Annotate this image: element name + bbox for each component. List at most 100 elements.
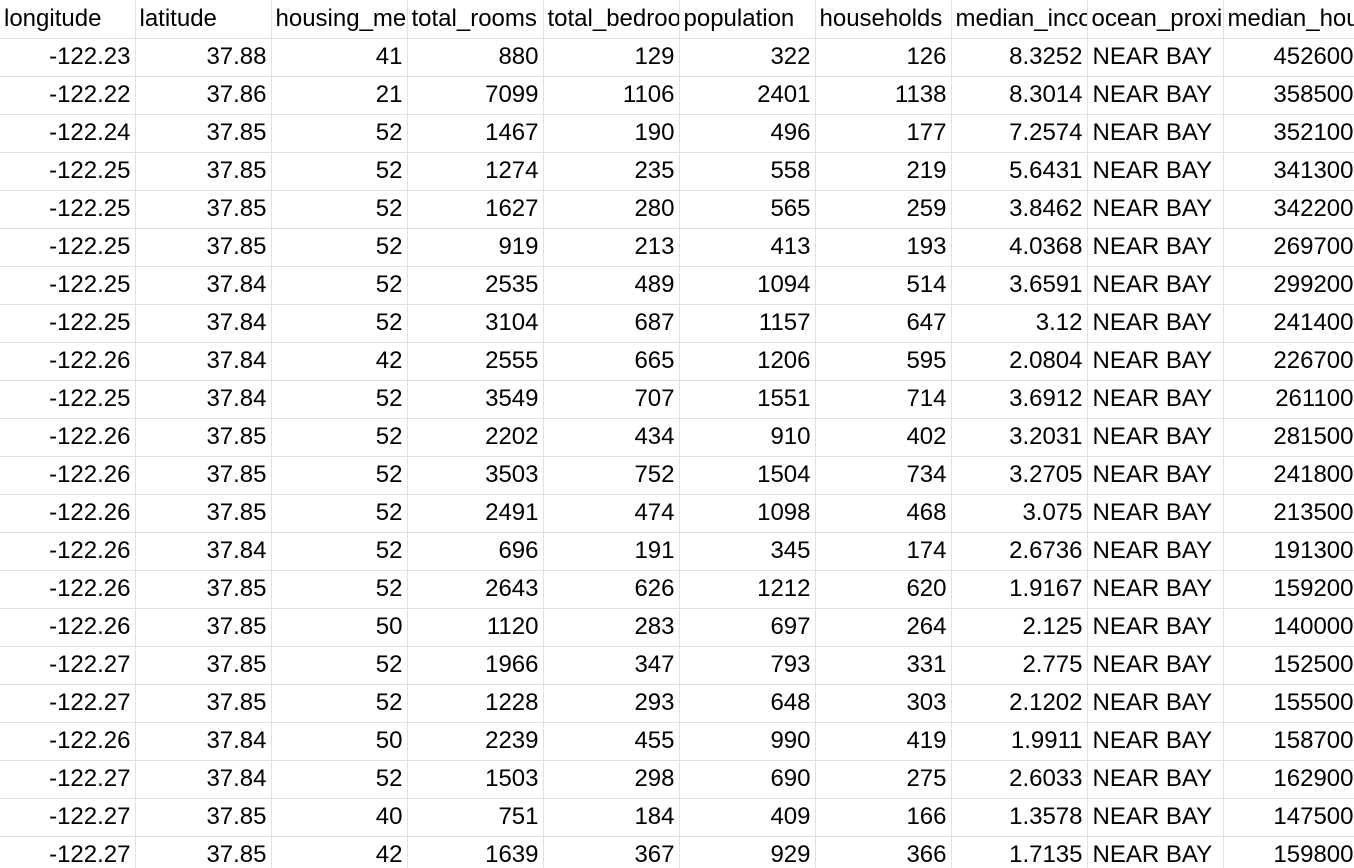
cell-population[interactable]: 648 — [679, 684, 816, 723]
cell-median-house-value[interactable]: 140000 — [1223, 608, 1354, 647]
cell-ocean-proximity[interactable]: NEAR BAY — [1087, 494, 1224, 533]
cell-ocean-proximity[interactable]: NEAR BAY — [1087, 380, 1224, 419]
cell-latitude[interactable]: 37.85 — [135, 152, 272, 191]
cell-longitude[interactable]: -122.26 — [0, 418, 136, 457]
cell-total-bedrooms[interactable]: 283 — [543, 608, 680, 647]
cell-longitude[interactable]: -122.26 — [0, 608, 136, 647]
cell-housing-median-age[interactable]: 52 — [271, 684, 408, 723]
cell-total-rooms[interactable]: 3104 — [407, 304, 544, 343]
cell-latitude[interactable]: 37.84 — [135, 342, 272, 381]
cell-latitude[interactable]: 37.84 — [135, 304, 272, 343]
cell-total-bedrooms[interactable]: 752 — [543, 456, 680, 495]
column-header-latitude[interactable]: latitude — [135, 0, 272, 39]
cell-households[interactable]: 734 — [815, 456, 952, 495]
cell-total-bedrooms[interactable]: 298 — [543, 760, 680, 799]
cell-households[interactable]: 193 — [815, 228, 952, 267]
cell-total-bedrooms[interactable]: 293 — [543, 684, 680, 723]
cell-population[interactable]: 565 — [679, 190, 816, 229]
cell-total-rooms[interactable]: 2535 — [407, 266, 544, 305]
cell-median-house-value[interactable]: 159200 — [1223, 570, 1354, 609]
cell-housing-median-age[interactable]: 42 — [271, 836, 408, 868]
cell-median-income[interactable]: 1.9167 — [951, 570, 1088, 609]
cell-total-rooms[interactable]: 1120 — [407, 608, 544, 647]
cell-total-bedrooms[interactable]: 626 — [543, 570, 680, 609]
cell-housing-median-age[interactable]: 52 — [271, 646, 408, 685]
cell-housing-median-age[interactable]: 52 — [271, 570, 408, 609]
cell-median-income[interactable]: 3.075 — [951, 494, 1088, 533]
cell-population[interactable]: 413 — [679, 228, 816, 267]
cell-population[interactable]: 690 — [679, 760, 816, 799]
cell-total-bedrooms[interactable]: 184 — [543, 798, 680, 837]
cell-total-rooms[interactable]: 2239 — [407, 722, 544, 761]
cell-population[interactable]: 496 — [679, 114, 816, 153]
cell-households[interactable]: 419 — [815, 722, 952, 761]
cell-ocean-proximity[interactable]: NEAR BAY — [1087, 646, 1224, 685]
cell-total-bedrooms[interactable]: 191 — [543, 532, 680, 571]
cell-latitude[interactable]: 37.85 — [135, 190, 272, 229]
cell-population[interactable]: 697 — [679, 608, 816, 647]
cell-total-rooms[interactable]: 880 — [407, 38, 544, 77]
cell-population[interactable]: 1098 — [679, 494, 816, 533]
cell-median-house-value[interactable]: 358500 — [1223, 76, 1354, 115]
cell-total-rooms[interactable]: 2202 — [407, 418, 544, 457]
cell-median-house-value[interactable]: 269700 — [1223, 228, 1354, 267]
cell-longitude[interactable]: -122.22 — [0, 76, 136, 115]
cell-total-bedrooms[interactable]: 474 — [543, 494, 680, 533]
cell-ocean-proximity[interactable]: NEAR BAY — [1087, 304, 1224, 343]
cell-median-house-value[interactable]: 213500 — [1223, 494, 1354, 533]
cell-median-house-value[interactable]: 281500 — [1223, 418, 1354, 457]
cell-median-house-value[interactable]: 452600 — [1223, 38, 1354, 77]
cell-households[interactable]: 177 — [815, 114, 952, 153]
cell-median-house-value[interactable]: 241800 — [1223, 456, 1354, 495]
cell-total-bedrooms[interactable]: 434 — [543, 418, 680, 457]
cell-population[interactable]: 409 — [679, 798, 816, 837]
cell-total-rooms[interactable]: 3503 — [407, 456, 544, 495]
cell-longitude[interactable]: -122.23 — [0, 38, 136, 77]
cell-longitude[interactable]: -122.25 — [0, 228, 136, 267]
cell-median-income[interactable]: 3.2031 — [951, 418, 1088, 457]
cell-total-rooms[interactable]: 1503 — [407, 760, 544, 799]
cell-median-house-value[interactable]: 155500 — [1223, 684, 1354, 723]
cell-median-income[interactable]: 3.6591 — [951, 266, 1088, 305]
cell-housing-median-age[interactable]: 52 — [271, 190, 408, 229]
cell-median-income[interactable]: 3.8462 — [951, 190, 1088, 229]
cell-housing-median-age[interactable]: 52 — [271, 456, 408, 495]
cell-households[interactable]: 275 — [815, 760, 952, 799]
cell-households[interactable]: 264 — [815, 608, 952, 647]
cell-total-rooms[interactable]: 919 — [407, 228, 544, 267]
cell-longitude[interactable]: -122.27 — [0, 646, 136, 685]
cell-housing-median-age[interactable]: 52 — [271, 380, 408, 419]
cell-housing-median-age[interactable]: 42 — [271, 342, 408, 381]
column-header-ocean-proximity[interactable]: ocean_proximity — [1087, 0, 1224, 39]
cell-population[interactable]: 929 — [679, 836, 816, 868]
cell-latitude[interactable]: 37.84 — [135, 760, 272, 799]
cell-population[interactable]: 2401 — [679, 76, 816, 115]
cell-median-income[interactable]: 5.6431 — [951, 152, 1088, 191]
cell-median-house-value[interactable]: 152500 — [1223, 646, 1354, 685]
column-header-median-income[interactable]: median_income — [951, 0, 1088, 39]
cell-median-house-value[interactable]: 342200 — [1223, 190, 1354, 229]
cell-total-bedrooms[interactable]: 367 — [543, 836, 680, 868]
cell-households[interactable]: 402 — [815, 418, 952, 457]
cell-median-income[interactable]: 2.1202 — [951, 684, 1088, 723]
cell-latitude[interactable]: 37.84 — [135, 532, 272, 571]
cell-households[interactable]: 468 — [815, 494, 952, 533]
cell-total-rooms[interactable]: 2491 — [407, 494, 544, 533]
cell-longitude[interactable]: -122.26 — [0, 570, 136, 609]
cell-median-income[interactable]: 2.125 — [951, 608, 1088, 647]
cell-total-bedrooms[interactable]: 707 — [543, 380, 680, 419]
cell-total-rooms[interactable]: 1228 — [407, 684, 544, 723]
cell-population[interactable]: 1094 — [679, 266, 816, 305]
cell-latitude[interactable]: 37.84 — [135, 722, 272, 761]
cell-latitude[interactable]: 37.85 — [135, 798, 272, 837]
cell-longitude[interactable]: -122.26 — [0, 532, 136, 571]
cell-median-income[interactable]: 4.0368 — [951, 228, 1088, 267]
cell-households[interactable]: 620 — [815, 570, 952, 609]
column-header-total-bedrooms[interactable]: total_bedrooms — [543, 0, 680, 39]
cell-housing-median-age[interactable]: 50 — [271, 722, 408, 761]
cell-latitude[interactable]: 37.85 — [135, 836, 272, 868]
cell-longitude[interactable]: -122.26 — [0, 722, 136, 761]
cell-total-rooms[interactable]: 751 — [407, 798, 544, 837]
cell-median-income[interactable]: 8.3252 — [951, 38, 1088, 77]
cell-total-rooms[interactable]: 7099 — [407, 76, 544, 115]
